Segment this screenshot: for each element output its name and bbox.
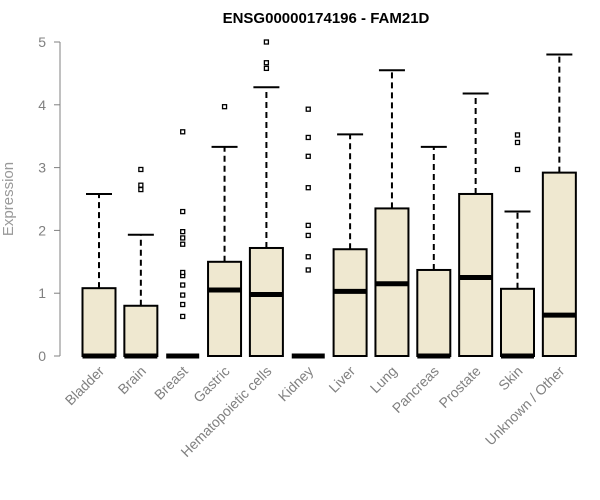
outlier-point [180,313,186,320]
x-tick-label: Kidney [275,363,317,405]
outlier-point [180,229,186,235]
y-tick-label: 2 [38,222,46,238]
outlier-point [263,39,270,45]
outlier-point [514,132,521,138]
box-rect [81,287,117,357]
x-tick-label: Pancreas [389,363,442,416]
outlier-point [514,139,521,146]
outlier-point [263,65,270,72]
outlier-point [305,232,311,239]
outlier-point [138,166,144,173]
box-kidney [291,106,325,359]
outlier-point [305,106,311,112]
box-rect [458,192,494,357]
x-tick-label: Breast [151,363,191,403]
x-tick-label: Liver [325,363,358,396]
outlier-point [305,254,311,260]
outlier-point [180,129,186,135]
box-breast [166,129,200,359]
x-tick-label: Bladder [62,363,108,409]
box-rect [207,260,243,357]
x-tick-label: Prostate [436,363,484,411]
outlier-point [138,186,144,193]
y-tick-label: 5 [38,34,46,50]
outlier-point [514,166,521,173]
box-skin [500,132,535,359]
outlier-point [305,267,311,273]
box-hematopoietic-cells [248,39,284,357]
box-bladder [81,192,117,359]
x-tick-label: Unknown / Other [482,363,568,449]
x-tick-label: Lung [367,363,400,396]
x-tick-label: Skin [495,363,526,394]
outlier-point [263,60,270,66]
y-tick-label: 1 [38,285,46,301]
box-rect [332,248,368,358]
outlier-point [180,282,186,288]
outlier-point [180,269,186,276]
box-rect [248,246,284,357]
y-tick-label: 0 [38,348,46,364]
box-liver [332,133,368,358]
outlier-point [305,222,311,229]
chart-title: ENSG00000174196 - FAM21D [223,10,430,27]
outlier-point [305,153,311,159]
box-gastric [207,104,243,357]
box-rect [541,171,577,357]
y-tick-label: 4 [38,97,46,113]
box-prostate [458,92,494,357]
outlier-point [305,134,311,141]
outlier-point [305,185,311,191]
box-unknown-other [541,53,577,357]
outlier-point [138,182,144,188]
outlier-point [180,235,186,241]
outlier-point [180,208,186,215]
box-brain [123,166,159,359]
x-tick-label: Brain [115,363,149,397]
box-rect [123,304,159,358]
box-pancreas [416,145,452,359]
outlier-point [180,241,186,247]
y-axis: 0 1 2 3 4 5 [38,34,61,364]
outlier-point [221,104,228,110]
y-axis-title: Expression [0,162,17,236]
box-rect [416,268,452,357]
outlier-point [180,292,186,298]
y-tick-label: 3 [38,160,46,176]
outlier-point [180,301,186,308]
box-rect [500,287,535,357]
boxes-group [81,39,577,359]
box-lung [374,69,410,357]
